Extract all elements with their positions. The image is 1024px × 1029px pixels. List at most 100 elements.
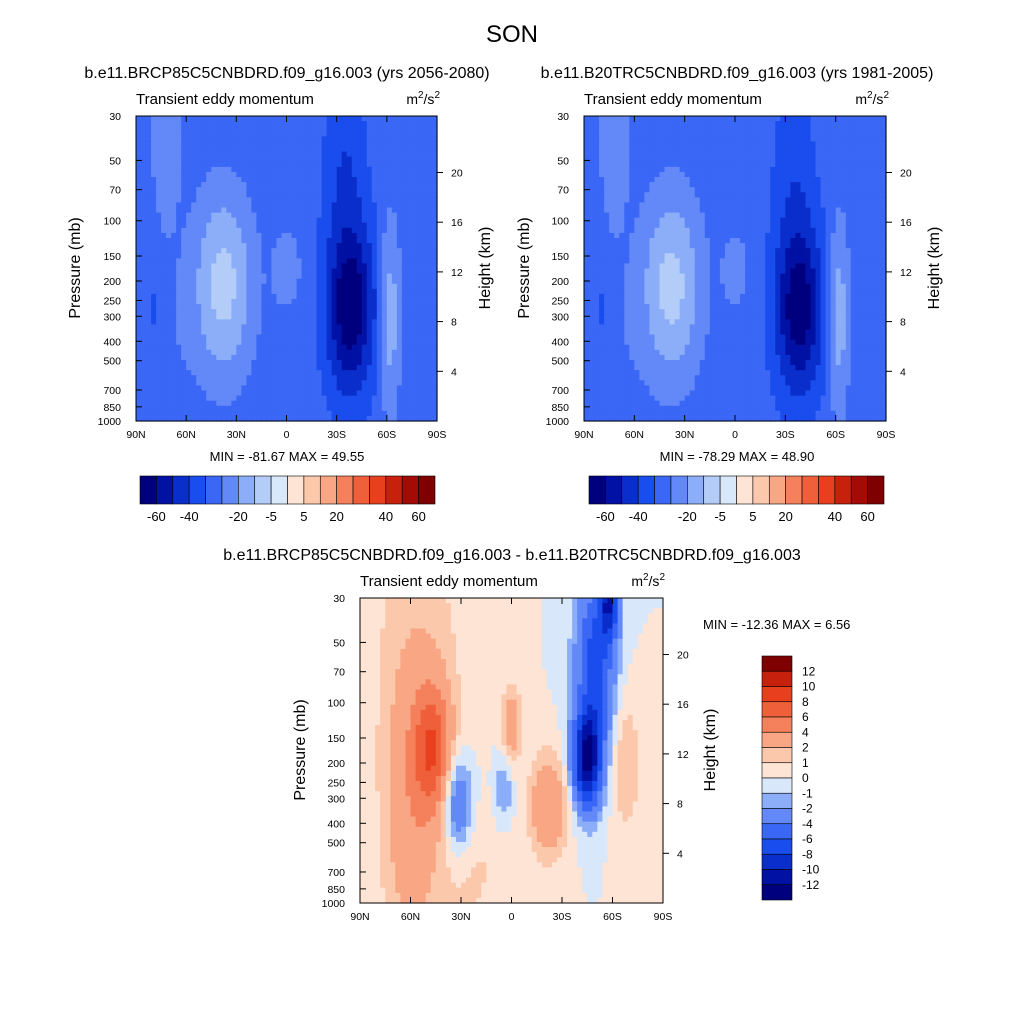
contour-cell: [392, 289, 398, 295]
contour-cell: [307, 258, 313, 264]
contour-cell: [634, 167, 640, 173]
contour-cell: [206, 319, 212, 325]
contour-cell: [644, 141, 650, 147]
contour-cell: [372, 263, 378, 269]
contour-cell: [241, 197, 247, 203]
contour-cell: [357, 340, 363, 346]
contour-cell: [246, 177, 252, 183]
contour-cell: [382, 202, 388, 208]
contour-cell: [322, 121, 328, 127]
contour-cell: [402, 385, 408, 391]
contour-cell: [372, 192, 378, 198]
contour-cell: [312, 340, 318, 346]
contour-cell: [337, 152, 343, 158]
contour-cell: [422, 218, 428, 224]
contour-cell: [146, 218, 152, 224]
contour-cell: [407, 121, 413, 127]
contour-cell: [181, 126, 187, 132]
contour-cell: [231, 131, 237, 137]
contour-cell: [710, 177, 716, 183]
contour-cell: [836, 152, 842, 158]
contour-cell: [236, 340, 242, 346]
contour-cell: [660, 136, 666, 142]
colorbar-box: [238, 476, 254, 504]
contour-cell: [342, 319, 348, 325]
contour-cell: [680, 197, 686, 203]
contour-cell: [216, 340, 222, 346]
contour-cell: [151, 162, 157, 168]
colorbar-box: [189, 476, 205, 504]
contour-cell: [266, 375, 272, 381]
contour-cell: [412, 319, 418, 325]
contour-cell: [332, 228, 338, 234]
contour-cell: [251, 202, 257, 208]
contour-cell: [276, 319, 282, 325]
contour-cell: [216, 182, 222, 188]
contour-cell: [191, 116, 197, 122]
contour-cell: [377, 391, 383, 397]
contour-cell: [186, 375, 192, 381]
contour-cell: [236, 243, 242, 249]
contour-cell: [780, 126, 786, 132]
contour-cell: [377, 304, 383, 310]
contour-cell: [337, 218, 343, 224]
contour-cell: [297, 213, 303, 219]
contour-cell: [337, 284, 343, 290]
contour-cell: [422, 258, 428, 264]
contour-cell: [136, 335, 142, 341]
contour-cell: [261, 238, 267, 244]
contour-cell: [231, 279, 237, 285]
contour-cell: [241, 233, 247, 239]
contour-cell: [196, 131, 202, 137]
contour-cell: [226, 197, 232, 203]
contour-cell: [141, 350, 147, 356]
contour-cell: [417, 218, 423, 224]
contour-cell: [176, 319, 182, 325]
contour-cell: [362, 319, 368, 325]
contour-cell: [407, 335, 413, 341]
contour-cell: [392, 269, 398, 275]
contour-cell: [216, 136, 222, 142]
contour-cell: [357, 324, 363, 330]
contour-cell: [191, 208, 197, 214]
contour-cell: [281, 152, 287, 158]
contour-cell: [357, 284, 363, 290]
contour-cell: [151, 141, 157, 147]
contour-cell: [317, 208, 323, 214]
contour-cell: [665, 192, 671, 198]
x-tick-label: 30S: [327, 429, 346, 441]
contour-cell: [196, 279, 202, 285]
contour-cell: [166, 172, 172, 178]
contour-cell: [221, 391, 227, 397]
contour-cell: [191, 269, 197, 275]
contour-cell: [176, 304, 182, 310]
contour-cell: [427, 370, 433, 376]
contour-cell: [624, 192, 630, 198]
contour-cell: [382, 335, 388, 341]
contour-cell: [352, 263, 358, 269]
contour-cell: [342, 391, 348, 397]
contour-cell: [276, 213, 282, 219]
contour-cell: [226, 162, 232, 168]
contour-cell: [332, 162, 338, 168]
contour-cell: [412, 406, 418, 412]
contour-cell: [312, 131, 318, 137]
contour-cell: [851, 116, 857, 122]
contour-cell: [604, 187, 610, 193]
contour-cell: [675, 187, 681, 193]
contour-cell: [236, 253, 242, 259]
contour-cell: [871, 187, 877, 193]
contour-cell: [141, 182, 147, 188]
contour-cell: [841, 136, 847, 142]
contour-cell: [755, 187, 761, 193]
contour-cell: [831, 177, 837, 183]
contour-cell: [271, 284, 277, 290]
contour-cell: [427, 172, 433, 178]
contour-cell: [211, 269, 217, 275]
contour-cell: [216, 228, 222, 234]
contour-cell: [186, 121, 192, 127]
contour-cell: [770, 202, 776, 208]
colorbar-box: [271, 476, 287, 504]
contour-cell: [821, 187, 827, 193]
contour-cell: [302, 304, 308, 310]
